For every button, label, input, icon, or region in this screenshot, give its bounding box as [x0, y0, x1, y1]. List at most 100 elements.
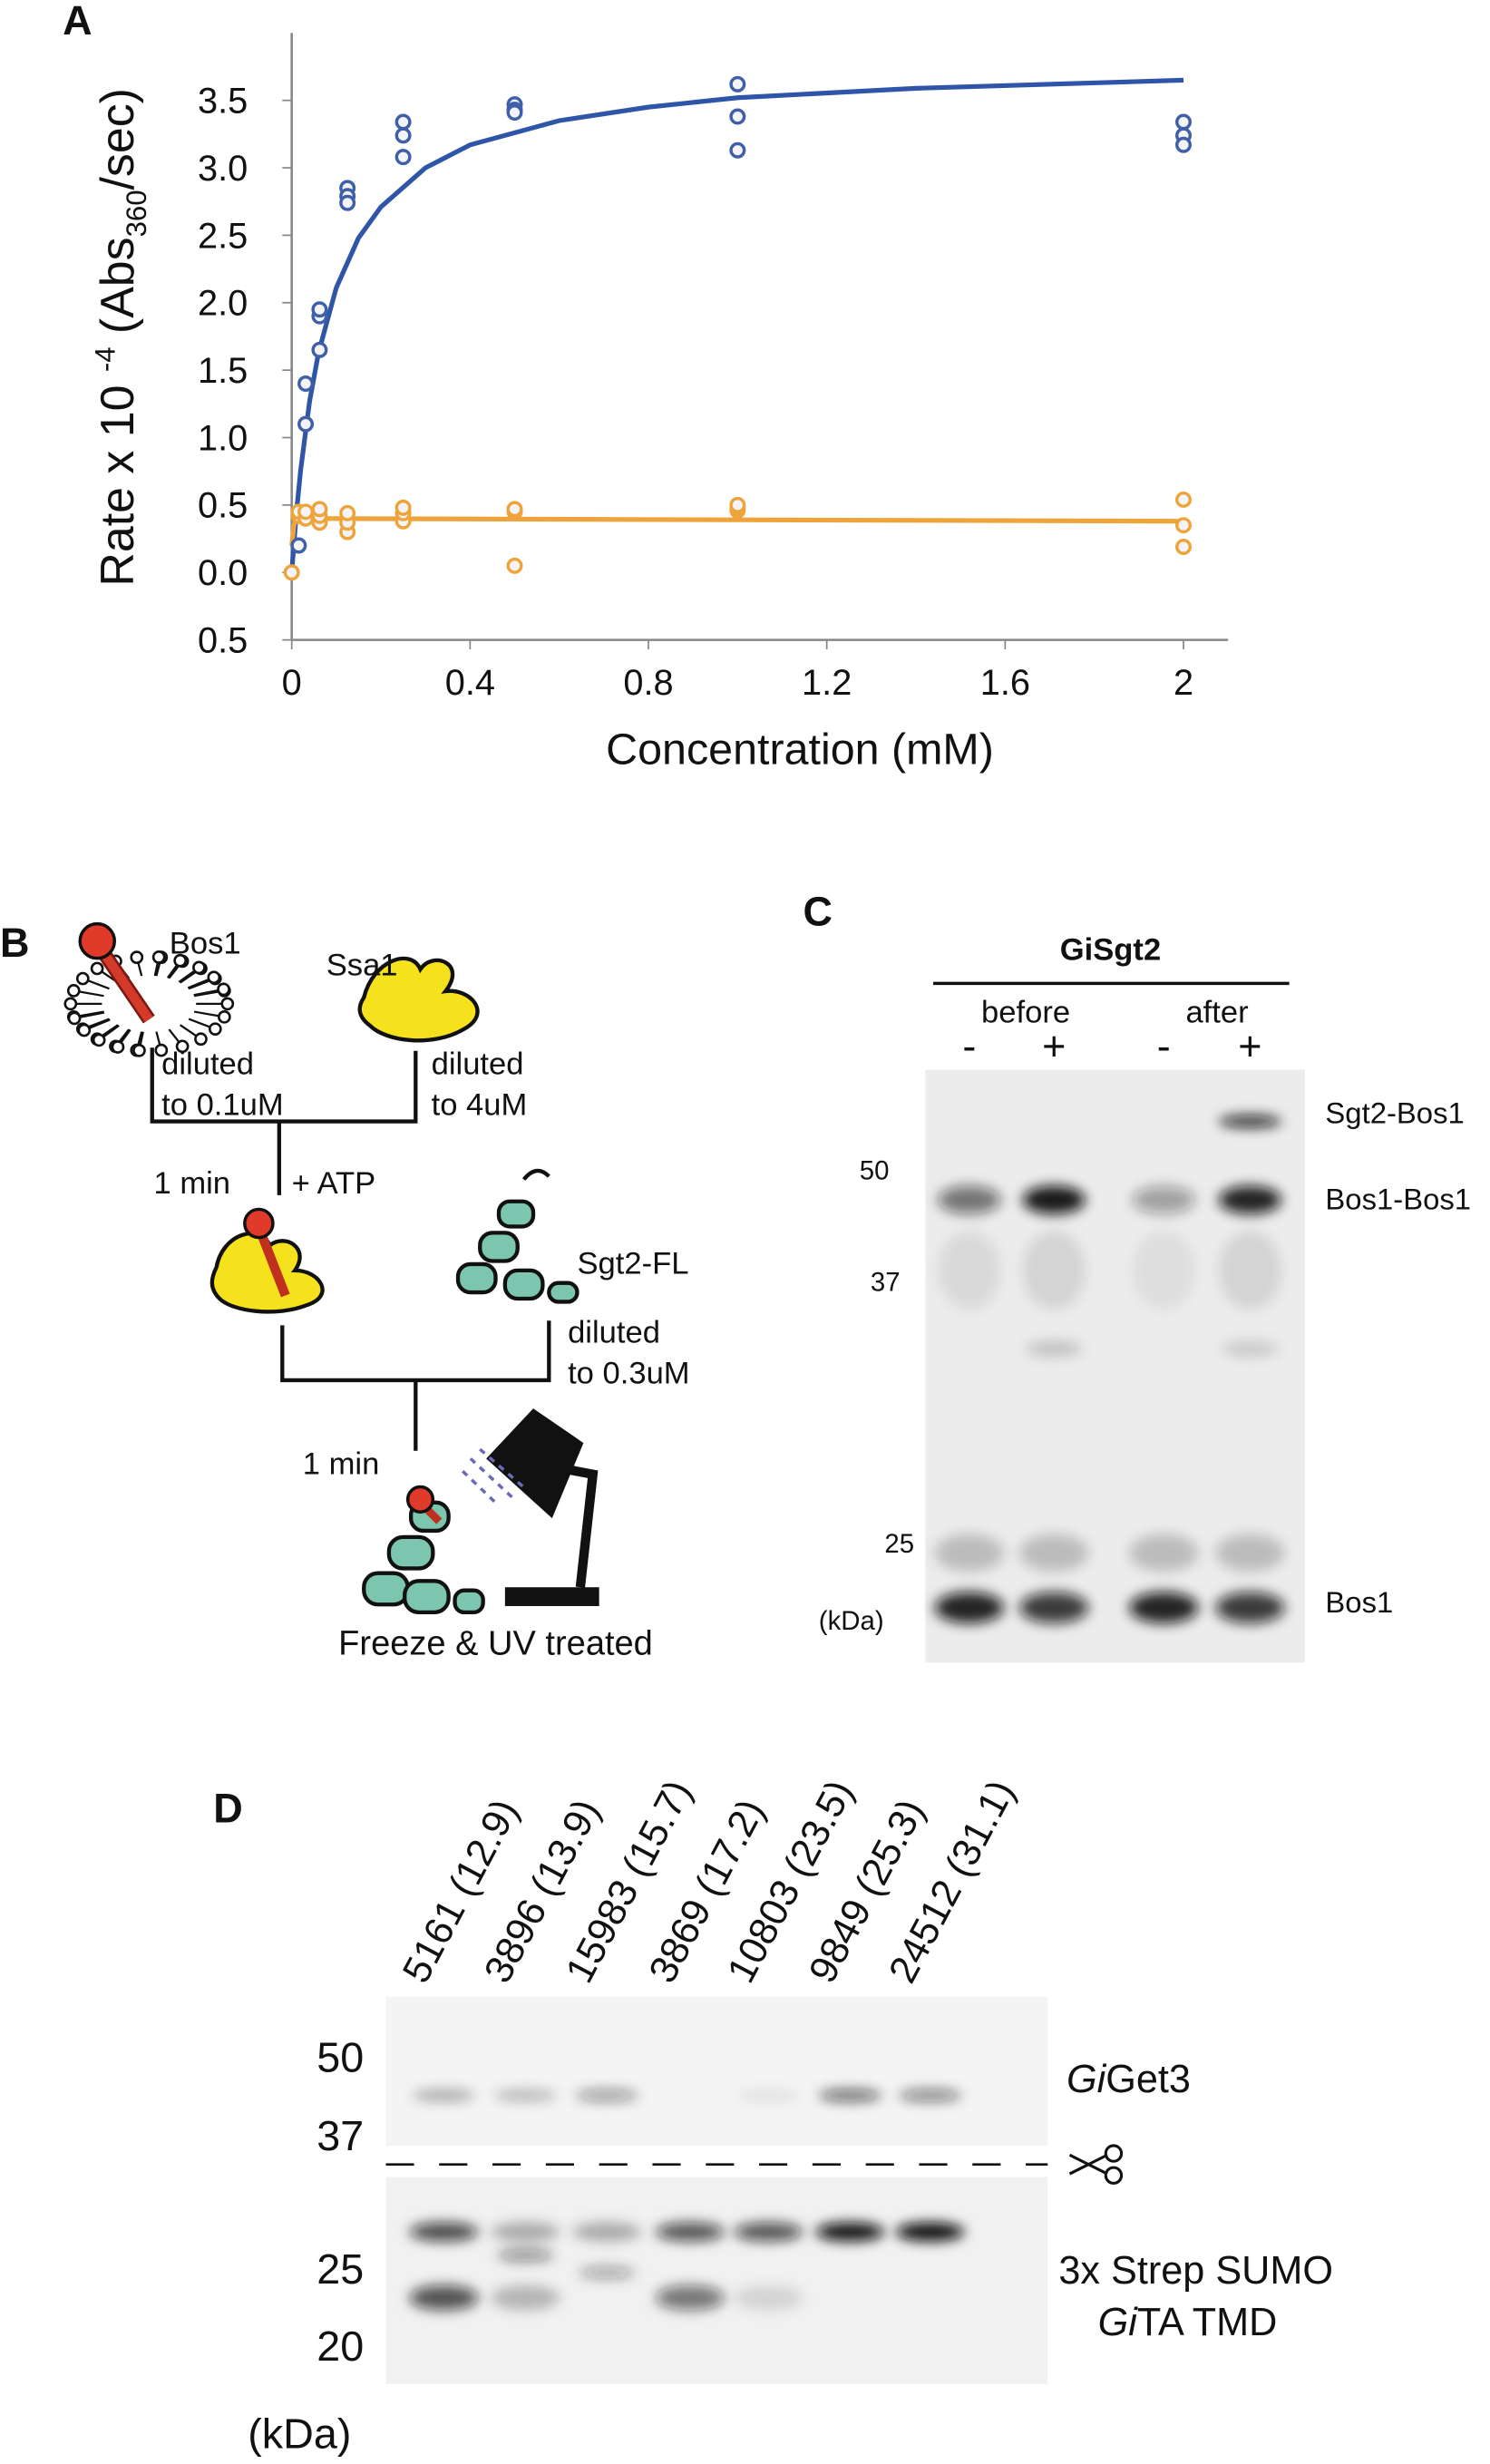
label-part: Gi	[1066, 2058, 1107, 2101]
gel	[385, 2177, 1048, 2384]
label: diluted	[568, 1315, 660, 1349]
panel-label: A	[63, 0, 92, 44]
lipid-head	[92, 1033, 106, 1047]
y-tick-label: 1.5	[198, 351, 248, 391]
marker-label: (kDa)	[819, 1606, 884, 1636]
bos1-head	[78, 921, 116, 960]
lipid-head	[207, 970, 221, 985]
marker-label: 25	[884, 1529, 914, 1559]
x-tick-label: 1.2	[802, 663, 852, 703]
band-label: Bos1	[1325, 1585, 1393, 1619]
lipid-head	[194, 1032, 208, 1047]
y-tick-label: 2.0	[198, 284, 248, 324]
lipid-head	[208, 1022, 222, 1037]
data-point	[506, 104, 523, 122]
x-tick-label: 1.6	[980, 663, 1030, 703]
marker-label: 50	[317, 2034, 364, 2081]
lipid-head	[151, 950, 166, 964]
data-point	[339, 504, 356, 521]
gel-band	[818, 2089, 881, 2102]
label: diluted	[161, 1047, 254, 1082]
data-point	[1175, 539, 1193, 555]
gel-band	[493, 2089, 557, 2102]
band-label: 3x Strep SUMO	[1058, 2249, 1333, 2293]
band-label: GiTA TMD	[1098, 2301, 1278, 2344]
data-point	[1175, 517, 1193, 534]
gel-band	[1129, 1592, 1199, 1624]
lipid-head	[90, 961, 104, 976]
gel-band	[1132, 1185, 1195, 1214]
fit-line	[289, 516, 1184, 546]
data-point	[311, 501, 328, 518]
label-part: Gi	[1098, 2301, 1139, 2344]
lipid-head	[154, 1043, 169, 1057]
gel-band	[1218, 1185, 1281, 1214]
lipid-head	[111, 1040, 125, 1054]
gel-band	[734, 2284, 803, 2311]
x-tick-label: 0	[282, 663, 302, 703]
data-point	[297, 375, 315, 393]
label-part: Get3	[1105, 2058, 1191, 2101]
gel-band	[491, 2284, 560, 2311]
label: to 4uM	[432, 1088, 528, 1123]
group-label: after	[1185, 996, 1248, 1030]
data-point	[339, 194, 356, 211]
gel-band	[491, 2222, 560, 2242]
gel-band	[572, 2222, 642, 2242]
sgt2-complex	[362, 1500, 485, 1615]
label: Bos1	[170, 927, 241, 961]
data-point	[283, 564, 300, 581]
gel-band	[734, 2222, 803, 2242]
band-label: GiGet3	[1066, 2058, 1191, 2101]
label: diluted	[432, 1047, 524, 1082]
gel	[385, 1996, 1048, 2146]
y-tick-label: 1.0	[198, 418, 248, 458]
y-tick-label: 0.0	[198, 553, 248, 593]
gel-band	[898, 2089, 962, 2102]
lipid-head	[192, 960, 206, 975]
plot-area: 0.5 0.0 0.5 1.0 1.5 2.0 2.5 3.0 3.5 0 0.4 0.8 1.2 1.6…	[198, 33, 1229, 703]
y-label-subscript: 360	[121, 190, 152, 237]
flow-lines	[150, 1047, 551, 1451]
marker-label: 37	[317, 2112, 364, 2159]
header: GiSgt2	[1060, 932, 1161, 967]
gel-band	[1218, 1231, 1281, 1310]
lipid-head	[66, 984, 81, 998]
gel	[925, 1069, 1305, 1663]
x-tick-label: 2	[1173, 663, 1193, 703]
data-point	[729, 75, 746, 93]
gel-band	[1215, 1592, 1285, 1624]
marker-label: 25	[317, 2245, 364, 2293]
marker-label: 20	[317, 2323, 364, 2370]
bos1-tmd	[94, 942, 153, 1023]
label: to 0.3uM	[568, 1356, 690, 1390]
marker-label: (kDa)	[248, 2410, 351, 2458]
data-point	[506, 501, 523, 518]
label: to 0.1uM	[161, 1088, 284, 1123]
gel-band	[934, 1592, 1004, 1624]
panel-label: B	[0, 920, 29, 966]
y-label-part: /sec)	[91, 88, 143, 190]
gel-bands	[409, 2089, 965, 2311]
gel-band	[1019, 1592, 1089, 1624]
gel-band	[938, 1231, 1001, 1310]
gel-band	[655, 2284, 726, 2311]
gel-band	[934, 1534, 1004, 1572]
lipid-head	[63, 997, 78, 1011]
panel-label: C	[803, 888, 832, 934]
label: Ssa1	[326, 949, 398, 983]
gel-band	[938, 1185, 1001, 1214]
gel-band	[497, 2249, 554, 2262]
lipid-head	[173, 953, 187, 968]
data-point	[1175, 113, 1193, 131]
y-tick-label: 0.5	[198, 486, 248, 526]
label: + ATP	[292, 1166, 376, 1201]
gel-band	[655, 2222, 726, 2242]
gel-band	[579, 2266, 636, 2279]
data-point	[394, 499, 412, 516]
y-tick-label: 2.5	[198, 216, 248, 256]
scissors-icon	[1068, 2144, 1124, 2185]
data-point	[311, 301, 328, 318]
